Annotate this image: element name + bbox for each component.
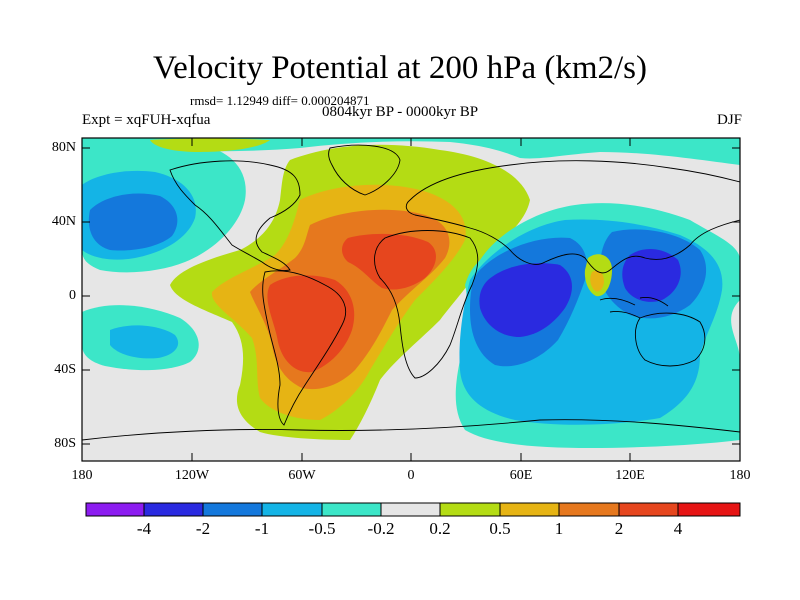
colorbar-swatch-7 xyxy=(500,503,559,516)
colorbar-label: 2 xyxy=(614,519,624,538)
lon-label-120w: 120W xyxy=(174,468,210,483)
colorbar-swatch-2 xyxy=(203,503,262,516)
positive-island-core xyxy=(590,270,604,292)
indonesia-islands xyxy=(599,297,669,319)
rmsd-diff-stats: rmsd= 1.12949 diff= 0.000204871 xyxy=(190,93,370,108)
colorbar-label: 1 xyxy=(554,519,564,538)
colorbar-label: -1 xyxy=(254,519,270,538)
north-america-coast xyxy=(169,160,301,271)
australia-coast xyxy=(634,312,706,367)
colorbar-swatch-6 xyxy=(440,503,500,516)
antarctica-coast xyxy=(82,419,740,441)
negative-contour-2 xyxy=(479,263,572,337)
colorbar-label: -4 xyxy=(136,519,152,538)
colorbar-label: 0.2 xyxy=(429,519,451,538)
south-america-coast xyxy=(262,270,346,426)
colorbar-swatch-8 xyxy=(559,503,619,516)
positive-arctic-patch xyxy=(150,138,270,152)
colorbar-label: 4 xyxy=(673,519,683,538)
lon-label-0: 0 xyxy=(407,468,415,483)
lon-label-180w: 180 xyxy=(71,468,93,483)
colorbar-swatch-1 xyxy=(144,503,203,516)
lat-label-80s: 80S xyxy=(54,436,76,451)
colorbar-swatch-4 xyxy=(322,503,381,516)
lon-label-60w: 60W xyxy=(288,468,316,483)
negative-contour-2b xyxy=(622,248,681,302)
colorbar-swatch-3 xyxy=(262,503,322,516)
map-title: Velocity Potential at 200 hPa (km2/s) xyxy=(152,50,648,86)
time-period-label: 0804kyr BP - 0000kyr BP xyxy=(321,104,479,120)
lon-label-120e: 120E xyxy=(615,468,645,483)
eurasia-coast xyxy=(405,160,740,274)
lon-label-180e: 180 xyxy=(729,468,751,483)
greenland-coast xyxy=(328,144,401,196)
colorbar-swatch-10 xyxy=(678,503,740,516)
positive-contour-2 xyxy=(342,233,436,290)
colorbar-swatch-5 xyxy=(381,503,440,516)
lat-label-40n: 40N xyxy=(51,214,76,229)
colorbar-swatch-9 xyxy=(619,503,678,516)
colorbar-swatch-0 xyxy=(86,503,144,516)
colorbar-label: -0.2 xyxy=(367,519,395,538)
lat-label-80n: 80N xyxy=(51,140,76,155)
coastlines xyxy=(82,144,740,441)
africa-coast xyxy=(374,230,479,379)
colorbar xyxy=(85,502,741,517)
season-label: DJF xyxy=(716,112,742,128)
colorbar-label: -2 xyxy=(195,519,211,538)
experiment-label: Expt = xqFUH-xqfua xyxy=(82,112,211,128)
negative-contour-npacific-core xyxy=(88,193,178,251)
negative-contour-sepacific-inner xyxy=(110,325,179,359)
colorbar-label: 0.5 xyxy=(489,519,511,538)
axis-ticks xyxy=(81,138,741,461)
lat-label-equator: 0 xyxy=(69,288,76,303)
lon-label-60e: 60E xyxy=(509,468,533,483)
colorbar-label: -0.5 xyxy=(308,519,336,538)
contour-fields xyxy=(82,138,740,461)
positive-contour-2b xyxy=(267,275,355,373)
lat-label-40s: 40S xyxy=(54,362,76,377)
